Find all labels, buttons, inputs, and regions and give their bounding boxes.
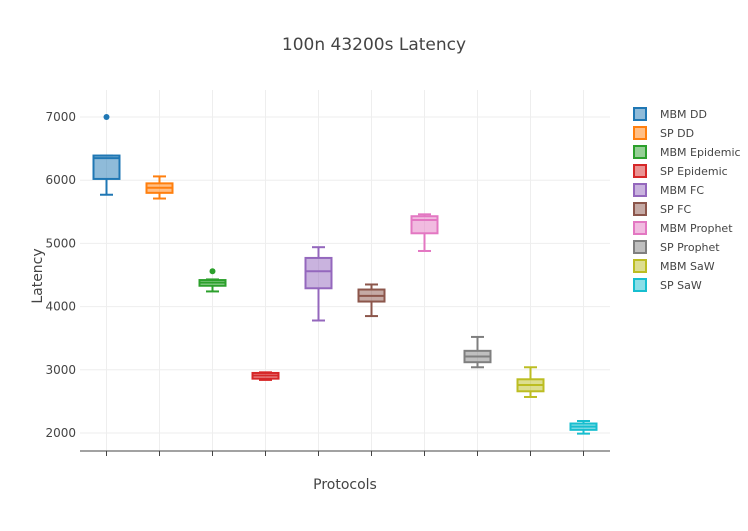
outlier-point <box>103 114 110 120</box>
box-2 <box>145 175 174 200</box>
y-axis-title: Latency <box>30 248 46 303</box>
legend-label: MBM FC <box>660 184 704 197</box>
legend-label: SP DD <box>660 127 694 140</box>
box-10 <box>569 419 598 435</box>
legend-label: MBM DD <box>660 108 707 121</box>
legend-item: SP DD <box>633 126 694 140</box>
box-6 <box>357 283 386 318</box>
legend-swatch <box>633 107 647 121</box>
box-7 <box>410 213 439 252</box>
legend-label: MBM SaW <box>660 260 715 273</box>
legend-item: SP FC <box>633 202 691 216</box>
box-iqr <box>92 154 121 180</box>
legend-swatch <box>633 221 647 235</box>
box-iqr <box>410 215 439 235</box>
legend-swatch <box>633 240 647 254</box>
y-axis-ticks: 2000 3000 4000 5000 6000 7000 <box>45 110 76 440</box>
legend-label: SP SaW <box>660 279 702 292</box>
legend-item: MBM FC <box>633 183 704 197</box>
legend-swatch <box>633 259 647 273</box>
legend-swatch <box>633 278 647 292</box>
x-axis-ticks <box>106 451 584 456</box>
y-tick-label: 5000 <box>45 236 76 250</box>
boxes <box>92 114 598 435</box>
legend-swatch <box>633 164 647 178</box>
y-tick-label: 7000 <box>45 110 76 124</box>
y-tick-label: 3000 <box>45 363 76 377</box>
legend: MBM DD SP DD MBM Epidemic SP Epidemic MBM FC… <box>633 107 741 292</box>
box-iqr <box>304 256 333 290</box>
box-3 <box>198 268 227 293</box>
legend-swatch <box>633 183 647 197</box>
legend-item: SP Epidemic <box>633 164 728 178</box>
legend-item: MBM Epidemic <box>633 145 741 159</box>
outlier-point <box>209 268 216 275</box>
box-9 <box>516 366 545 398</box>
legend-item: MBM SaW <box>633 259 715 273</box>
legend-swatch <box>633 202 647 216</box>
legend-label: SP Epidemic <box>660 165 728 178</box>
y-tick-label: 6000 <box>45 173 76 187</box>
legend-label: SP FC <box>660 203 691 216</box>
legend-swatch <box>633 145 647 159</box>
y-tick-label: 2000 <box>45 426 76 440</box>
grid <box>80 90 610 451</box>
y-tick-label: 4000 <box>45 300 76 314</box>
box-5 <box>304 246 333 322</box>
legend-item: MBM DD <box>633 107 707 121</box>
box-1 <box>92 114 121 196</box>
legend-label: MBM Prophet <box>660 222 733 235</box>
legend-item: MBM Prophet <box>633 221 733 235</box>
legend-item: SP SaW <box>633 278 702 292</box>
x-axis-title: Protocols <box>313 477 377 493</box>
legend-label: MBM Epidemic <box>660 146 741 159</box>
box-8 <box>463 335 492 369</box>
legend-swatch <box>633 126 647 140</box>
chart-title: 100n 43200s Latency <box>282 35 466 55</box>
legend-item: SP Prophet <box>633 240 720 254</box>
legend-label: SP Prophet <box>660 241 720 254</box>
box-4 <box>251 371 280 381</box>
